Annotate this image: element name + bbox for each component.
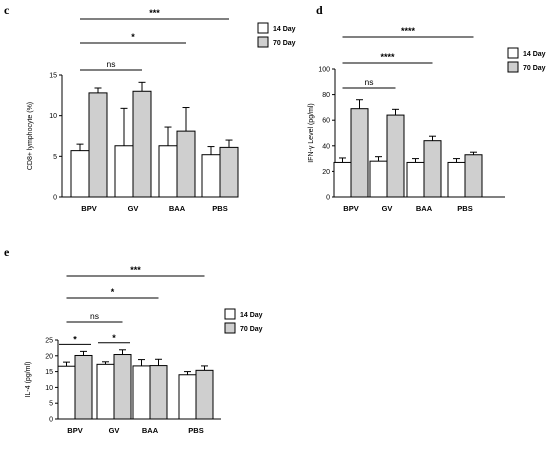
bar: [113, 354, 132, 420]
bar: [88, 92, 108, 198]
category-label: PBS: [212, 204, 227, 213]
legend-label: 14 Day: [273, 26, 296, 33]
legend-swatch: [224, 308, 236, 320]
legend-label: 14 Day: [523, 51, 546, 58]
comparison-label: ***: [130, 265, 141, 275]
panel-letter: c: [4, 3, 10, 17]
bar: [447, 161, 466, 198]
bar: [464, 154, 483, 198]
y-tick-label: 15: [49, 73, 57, 80]
comparison-label: ns: [107, 59, 116, 69]
legend-swatch: [507, 47, 519, 59]
bar: [96, 363, 115, 420]
bar: [74, 354, 93, 420]
y-tick-label: 0: [326, 195, 330, 202]
comparison-label: ns: [365, 77, 374, 87]
bar: [158, 145, 178, 198]
y-tick-label: 20: [322, 169, 330, 176]
category-label: GV: [109, 426, 120, 435]
legend-label: 70 Day: [240, 326, 263, 333]
legend-label: 70 Day: [523, 65, 546, 72]
bar: [406, 161, 425, 198]
category-label: GV: [128, 204, 139, 213]
legend-label: 70 Day: [273, 40, 296, 47]
y-tick-label: 25: [45, 338, 53, 345]
category-label: PBS: [457, 204, 472, 213]
y-tick-label: 60: [322, 118, 330, 125]
category-label: GV: [382, 204, 393, 213]
comparison-label: *: [131, 32, 135, 42]
bar: [219, 146, 239, 198]
y-tick-label: 20: [45, 353, 53, 360]
significance-label: *: [73, 334, 77, 344]
legend-swatch: [257, 22, 269, 34]
y-axis-title: IFN-γ Level (pg/ml): [308, 103, 315, 163]
category-label: BAA: [142, 426, 159, 435]
bar: [350, 108, 369, 198]
y-tick-label: 5: [53, 154, 57, 161]
significance-label: *: [112, 333, 116, 343]
category-label: BPV: [81, 204, 96, 213]
panel-letter: e: [4, 245, 10, 259]
y-tick-label: 40: [322, 143, 330, 150]
y-tick-label: 0: [49, 417, 53, 424]
bar: [57, 365, 76, 420]
y-tick-label: 10: [45, 385, 53, 392]
chart-panel-d: d 0 20 40 60 80 100 IFN-γ Level (pg/ml) BPV GV BAA…: [308, 3, 546, 213]
comparison-label: ****: [380, 52, 395, 62]
bar: [195, 369, 214, 420]
bar: [369, 160, 388, 198]
category-label: BPV: [67, 426, 82, 435]
bar: [176, 130, 196, 198]
bar: [70, 150, 90, 198]
comparison-label: ***: [149, 8, 160, 18]
bar: [178, 374, 197, 420]
category-label: PBS: [188, 426, 203, 435]
y-tick-label: 10: [49, 113, 57, 120]
bar: [333, 161, 352, 198]
category-label: BAA: [169, 204, 186, 213]
category-label: BAA: [416, 204, 433, 213]
y-axis-title: CD8+ lymphocyte (%): [27, 102, 34, 170]
bar: [423, 140, 442, 198]
comparison-label: ns: [90, 311, 99, 321]
category-label: BPV: [343, 204, 358, 213]
y-axis-title: IL-4 (pg/ml): [25, 362, 32, 398]
legend-swatch: [257, 36, 269, 48]
comparison-label: *: [111, 287, 115, 297]
bar: [132, 90, 152, 198]
y-tick-label: 0: [53, 195, 57, 202]
bar: [132, 365, 151, 420]
bar: [201, 154, 221, 198]
y-tick-label: 80: [322, 92, 330, 99]
y-tick-label: 5: [49, 401, 53, 408]
legend-swatch: [507, 61, 519, 73]
comparison-label: ****: [401, 26, 416, 36]
y-tick-label: 15: [45, 369, 53, 376]
panel-letter: d: [316, 3, 323, 17]
bar: [114, 145, 134, 198]
y-tick-label: 100: [318, 67, 330, 74]
chart-panel-c: c 0 5 10 15 CD8+ lymphocyte (%) BPV GV BAA PBS ns *…: [4, 3, 296, 213]
bar: [149, 365, 168, 420]
legend-swatch: [224, 322, 236, 334]
bar: [386, 114, 405, 198]
legend-label: 14 Day: [240, 312, 263, 319]
